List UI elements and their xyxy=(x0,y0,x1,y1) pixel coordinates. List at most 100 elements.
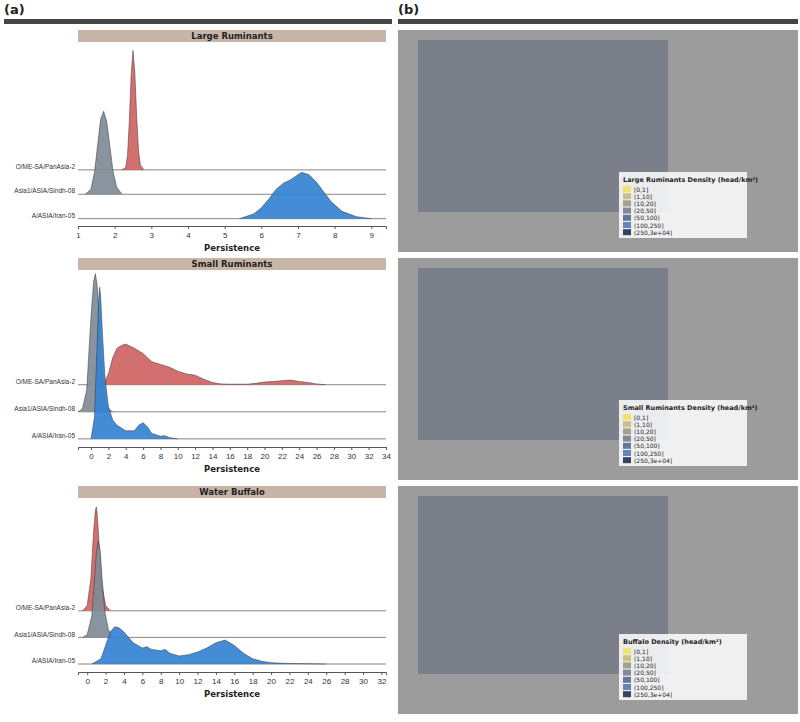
x-tick-line xyxy=(126,447,127,450)
x-axis: 0246810121416182022242628303234 xyxy=(79,447,392,461)
x-tick-label: 26 xyxy=(313,452,322,461)
legend-label: [0,1] xyxy=(634,186,648,193)
legend-label: (10,20] xyxy=(634,428,656,435)
y-tick: Asia1/ASIA/Sindh-08 xyxy=(14,187,78,194)
x-tick: 5 xyxy=(223,226,228,240)
legend-label: (100,250] xyxy=(634,684,664,691)
x-tick-line xyxy=(143,447,144,450)
strip-background xyxy=(78,486,386,498)
x-tick: 14 xyxy=(212,672,221,686)
x-tick-line xyxy=(345,672,346,675)
x-tick: 30 xyxy=(359,672,368,686)
x-tick-label: 14 xyxy=(212,677,221,686)
map-background xyxy=(398,258,798,480)
x-tick-label: 18 xyxy=(243,452,252,461)
x-tick-line xyxy=(225,226,226,229)
x-tick: 8 xyxy=(333,226,338,240)
strip-title: Large Ruminants xyxy=(191,31,272,41)
legend-swatch xyxy=(623,215,631,221)
x-tick: 20 xyxy=(267,672,276,686)
x-tick: 14 xyxy=(209,447,218,461)
x-tick-line xyxy=(179,672,180,675)
x-tick-line xyxy=(178,447,179,450)
map-background xyxy=(398,30,798,252)
legend-label: (50,100] xyxy=(634,442,660,449)
ridges xyxy=(83,507,327,664)
legend-swatch xyxy=(623,193,631,199)
x-tick-label: 20 xyxy=(261,452,270,461)
map-panel: Large Ruminants Density (head/km²) [0,1] (… xyxy=(398,30,798,252)
legend-swatch xyxy=(623,200,631,206)
x-tick-label: 2 xyxy=(113,231,118,240)
x-tick-label: 4 xyxy=(122,677,127,686)
y-tick-label: Asia1/ASIA/Sindh-08 xyxy=(14,405,75,412)
x-tick: 18 xyxy=(243,447,252,461)
x-tick-line xyxy=(151,226,152,229)
x-tick: 26 xyxy=(313,447,322,461)
legend-label: (20,50] xyxy=(634,207,656,214)
x-tick: 6 xyxy=(141,672,146,686)
ridge-outline xyxy=(122,50,144,170)
x-tick: 2 xyxy=(113,226,118,240)
legend-label: (250,3e+04] xyxy=(634,229,672,236)
legend-swatch xyxy=(623,436,631,442)
x-tick-line xyxy=(108,447,109,450)
legend-swatch xyxy=(623,208,631,214)
x-tick-label: 16 xyxy=(226,452,235,461)
x-tick-label: 12 xyxy=(191,452,200,461)
x-axis-title: Persistence xyxy=(204,464,260,474)
x-tick-line xyxy=(351,447,352,450)
x-tick: 12 xyxy=(191,447,200,461)
x-tick: 22 xyxy=(278,447,287,461)
y-tick: O/ME-SA/PanAsia-2 xyxy=(16,163,78,170)
x-axis: 123456789 xyxy=(76,226,386,240)
legend-label: (1,10] xyxy=(634,655,652,662)
x-tick: 6 xyxy=(141,447,146,461)
x-tick-label: 16 xyxy=(230,677,239,686)
legend-swatch xyxy=(623,648,631,654)
x-tick: 8 xyxy=(159,672,164,686)
x-tick-line xyxy=(115,226,116,229)
map-panel: Buffalo Density (head/km²)[0,1](1,10](10… xyxy=(398,486,798,714)
legend-label: (100,250] xyxy=(634,222,664,229)
legend-swatch xyxy=(623,443,631,449)
x-tick-label: 0 xyxy=(85,677,90,686)
strip-background xyxy=(78,30,386,42)
x-tick: 24 xyxy=(295,447,304,461)
x-tick-line xyxy=(212,447,213,450)
panel-header-bar xyxy=(4,19,392,24)
x-tick-line xyxy=(230,447,231,450)
ridge-outline xyxy=(239,172,371,218)
x-tick: 2 xyxy=(104,672,109,686)
y-tick: O/ME-SA/PanAsia-2 xyxy=(16,604,78,611)
x-tick-label: 14 xyxy=(209,452,218,461)
strip-title: Water Buffalo xyxy=(199,487,265,497)
map-land xyxy=(418,268,668,440)
x-tick-label: 8 xyxy=(333,231,338,240)
x-tick-label: 1 xyxy=(76,231,81,240)
legend-swatch xyxy=(623,655,631,661)
x-tick-line xyxy=(142,672,143,675)
x-tick: 24 xyxy=(304,672,313,686)
x-tick: 34 xyxy=(382,447,391,461)
x-tick-label: 10 xyxy=(174,452,183,461)
legend-title: Buffalo Density (head/km²) xyxy=(623,638,722,646)
x-tick-line xyxy=(216,672,217,675)
x-tick-line xyxy=(386,447,387,450)
x-tick: 1 xyxy=(76,226,81,240)
panel-label: (b) xyxy=(398,2,419,17)
x-tick: 28 xyxy=(341,672,350,686)
legend-swatch xyxy=(623,670,631,676)
x-tick: 32 xyxy=(377,672,386,686)
legend-swatch xyxy=(623,428,631,434)
figure-svg: (a)(b)Large RuminantsO/ME-SA/PanAsia-2As… xyxy=(0,0,800,722)
y-tick-label: A/ASIA/Iran-05 xyxy=(32,212,76,219)
legend-title: Large Ruminants Density (head/km²) xyxy=(623,176,758,184)
legend-swatch xyxy=(623,186,631,192)
ridge-baseline xyxy=(78,194,386,195)
legend-swatch xyxy=(623,222,631,228)
map-background xyxy=(398,486,798,714)
x-tick: 18 xyxy=(249,672,258,686)
x-tick: 3 xyxy=(150,226,155,240)
x-tick: 4 xyxy=(124,447,129,461)
